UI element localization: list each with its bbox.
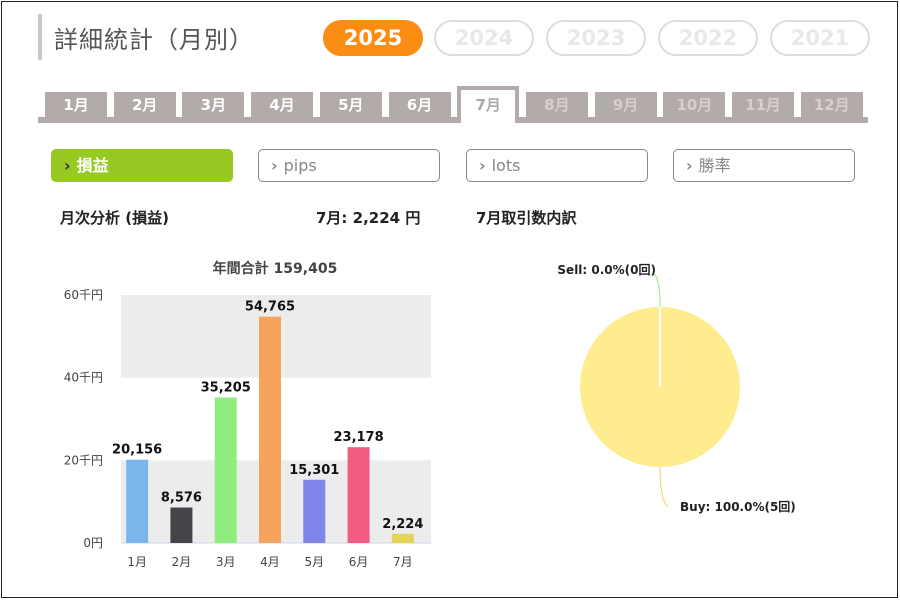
chevron-right-icon: › <box>271 156 278 175</box>
year-button-2021[interactable]: 2021 <box>770 20 870 56</box>
y-tick-label: 0円 <box>83 536 103 550</box>
metric-button-lots[interactable]: › lots <box>466 149 648 182</box>
year-button-2023[interactable]: 2023 <box>546 20 646 56</box>
year-button-2024[interactable]: 2024 <box>434 20 534 56</box>
monthly-profit-bar-chart: 0円 20千円 40千円 60千円 20,156 1月 8,576 2月 35,205 3月 54,… <box>64 288 431 569</box>
x-tick-label: 4月 <box>260 555 280 569</box>
chevron-right-icon: › <box>64 156 71 175</box>
tab-month-7[interactable]: 7月 <box>457 86 520 123</box>
bar <box>391 533 414 543</box>
metric-label: pips <box>283 156 317 175</box>
month-tab-baseline <box>38 117 868 123</box>
selected-month-value: 7月: 2,224 円 <box>316 209 421 227</box>
metric-button-pips[interactable]: › pips <box>258 149 440 182</box>
bar <box>126 459 149 543</box>
x-tick-label: 7月 <box>393 555 413 569</box>
page-title: 詳細統計（月別） <box>54 26 254 54</box>
bar-value-label: 20,156 <box>112 443 162 458</box>
x-tick-label: 3月 <box>216 555 236 569</box>
x-tick-label: 1月 <box>127 555 147 569</box>
x-tick-label: 6月 <box>349 555 369 569</box>
bar <box>214 397 237 543</box>
metric-button-profit[interactable]: › 損益 <box>51 149 233 182</box>
trade-breakdown-pie-chart: Sell: 0.0%(0回) Buy: 100.0%(5回) <box>557 263 796 514</box>
trade-breakdown-label: 7月取引数内訳 <box>476 209 577 227</box>
tab-month-11[interactable]: 11月 <box>732 92 794 119</box>
bar-value-label: 15,301 <box>289 463 339 478</box>
y-tick-label: 60千円 <box>64 288 103 302</box>
tab-month-12[interactable]: 12月 <box>800 92 863 119</box>
chevron-right-icon: › <box>686 156 693 175</box>
metric-button-winrate[interactable]: › 勝率 <box>673 149 855 182</box>
bar <box>347 447 370 543</box>
x-tick-label: 2月 <box>172 555 192 569</box>
y-tick-label: 20千円 <box>64 453 103 467</box>
title-accent-bar <box>38 14 42 60</box>
bar <box>303 479 326 543</box>
annual-total-title: 年間合計 159,405 <box>212 261 338 277</box>
metric-label: 損益 <box>76 156 109 175</box>
tab-month-5[interactable]: 5月 <box>319 92 382 119</box>
x-tick-label: 5月 <box>304 555 324 569</box>
tab-month-8[interactable]: 8月 <box>525 92 588 119</box>
chevron-right-icon: › <box>479 156 486 175</box>
metric-label: 勝率 <box>698 156 731 175</box>
tab-month-2[interactable]: 2月 <box>113 92 176 119</box>
bar-value-label: 35,205 <box>201 380 251 395</box>
pie-label-buy: Buy: 100.0%(5回) <box>680 500 796 514</box>
tab-month-3[interactable]: 3月 <box>182 92 245 119</box>
y-tick-label: 40千円 <box>64 371 103 385</box>
bar-value-label: 2,224 <box>382 517 423 532</box>
year-button-2025[interactable]: 2025 <box>323 20 423 56</box>
bar-value-label: 23,178 <box>333 430 383 445</box>
pie-label-sell: Sell: 0.0%(0回) <box>557 263 656 277</box>
bar <box>170 507 193 543</box>
tab-month-9[interactable]: 9月 <box>594 92 657 119</box>
tab-month-10[interactable]: 10月 <box>663 92 726 119</box>
tab-month-4[interactable]: 4月 <box>251 92 314 119</box>
bar-value-label: 54,765 <box>245 300 295 315</box>
tab-month-1[interactable]: 1月 <box>45 92 107 119</box>
bar <box>259 316 281 543</box>
bar-value-label: 8,576 <box>161 491 202 506</box>
pie-connector <box>659 466 669 508</box>
pie-connector <box>653 273 661 308</box>
metric-label: lots <box>491 156 521 175</box>
tab-month-6[interactable]: 6月 <box>388 92 451 119</box>
monthly-analysis-label: 月次分析 (損益) <box>60 209 169 227</box>
year-button-2022[interactable]: 2022 <box>658 20 758 56</box>
